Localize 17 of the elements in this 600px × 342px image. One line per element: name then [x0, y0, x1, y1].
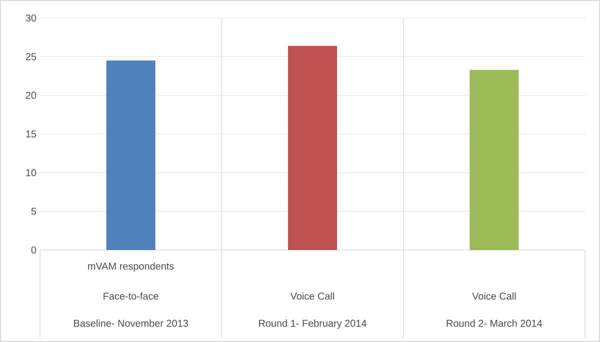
x-tick-label: Baseline- November 2013 [74, 320, 188, 327]
x-tick-label: Round 1- February 2014 [259, 320, 366, 329]
y-tick-label: 25 [26, 53, 36, 60]
text: Face-to-face [104, 292, 158, 300]
text: Voice Call [290, 292, 334, 300]
y-tick-label: 0 [31, 246, 36, 254]
y-tick-label: 5 [31, 208, 36, 215]
y-tick-label: 30 [26, 14, 36, 22]
y-tick-label: 20 [26, 92, 36, 99]
y-tick-label: 15 [26, 130, 36, 138]
y-tick-label: 10 [26, 169, 36, 176]
bar [288, 46, 338, 250]
x-tick-label: Round 2- March 2014 [446, 320, 542, 327]
text: mVAM respondents [88, 262, 174, 272]
bar [106, 60, 156, 250]
text: Voice Call [472, 292, 516, 300]
bar [470, 70, 519, 250]
